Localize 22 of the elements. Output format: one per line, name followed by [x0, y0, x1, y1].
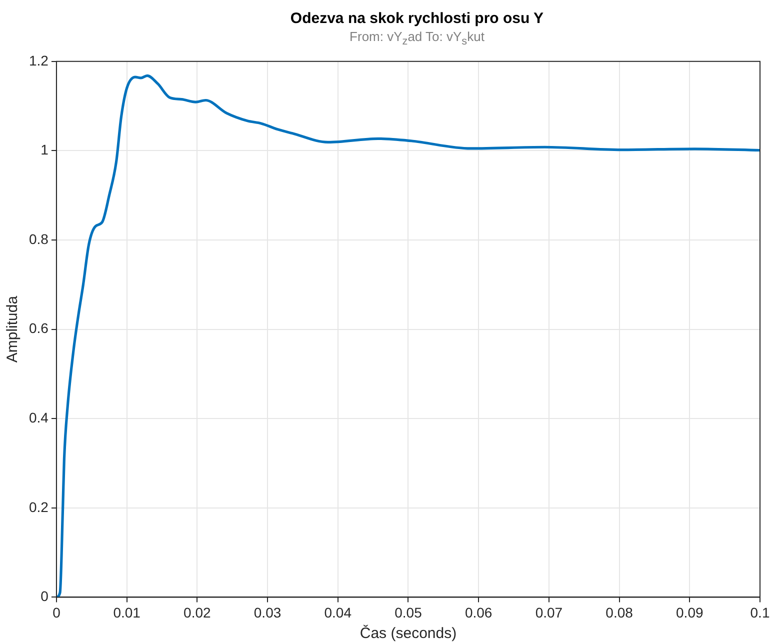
x-tick-label: 0.04 — [324, 604, 352, 620]
chart-subtitle: From: vY$_{z}$ad To: vY$_{s}$kut — [348, 29, 486, 48]
x-tick-label: 0 — [52, 604, 61, 620]
x-tick-label: 0.06 — [464, 604, 492, 620]
y-tick-label: 0 — [40, 588, 49, 604]
x-tick-label: 0.07 — [535, 604, 563, 620]
y-tick-label: 1.2 — [28, 52, 49, 68]
y-axis-title: Amplituda — [4, 295, 22, 363]
x-tick-label: 0.01 — [113, 604, 141, 620]
y-tick-label: 0.2 — [28, 498, 49, 515]
y-tick-label: 1 — [40, 142, 49, 158]
y-tick-label: 0.8 — [28, 230, 49, 247]
y-tick-label: 0.6 — [28, 320, 49, 336]
x-tick-label: 0.03 — [254, 604, 282, 620]
x-axis-title: Čas (seconds) — [360, 624, 457, 642]
chart-title: Odezva na skok rychlosti pro osu Y — [289, 9, 545, 27]
x-tick-label: 0.09 — [676, 604, 704, 620]
x-tick-label: 0.1 — [750, 604, 770, 620]
x-tick-label: 0.05 — [394, 604, 422, 620]
y-tick-label: 0.4 — [28, 409, 49, 426]
x-tick-label: 0.02 — [184, 604, 212, 620]
x-tick-label: 0.08 — [606, 604, 634, 620]
